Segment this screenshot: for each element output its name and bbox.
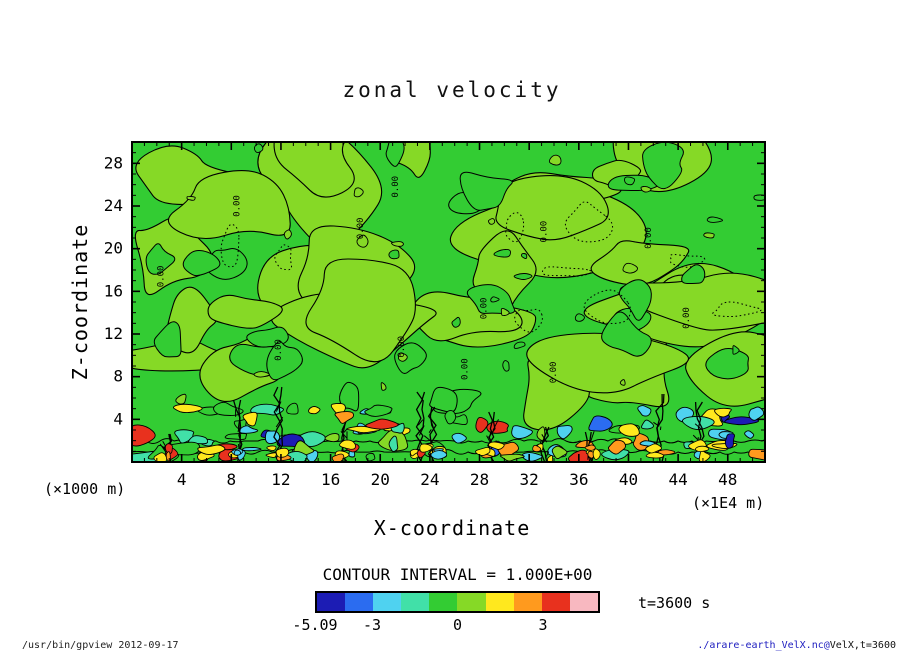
- contour-line-label: 0.00: [549, 362, 559, 384]
- contour-line-label: 0.00: [356, 218, 366, 240]
- colorbar-cell: [457, 593, 486, 611]
- y-axis-label: Z-coordinate: [68, 223, 92, 381]
- contour-line-label: 0.00: [391, 176, 401, 198]
- colorbar-tick-labels: -5.09 -3 0 3: [292, 616, 600, 634]
- x-tick-label: 24: [420, 470, 439, 489]
- contour-line-label: 0.00: [233, 195, 243, 217]
- colorbar-tick-label: -5.09: [292, 616, 338, 634]
- x-tick-label: 20: [371, 470, 390, 489]
- contour-line-label: 0.00: [644, 227, 654, 249]
- command-footer: /usr/bin/gpview 2012-09-17: [22, 640, 179, 651]
- colorbar-cell: [317, 593, 346, 611]
- datafile-path: ./arare-earth_VelX.nc@: [697, 640, 830, 651]
- x-tick-label: 40: [619, 470, 638, 489]
- colorbar-cell: [485, 593, 514, 611]
- contour-line-label: 0.00: [682, 307, 692, 329]
- y-tick-label: 20: [104, 239, 123, 258]
- contour-field: 0.00 0.00 0.00 0.00 0.00 0.00 0.00 0.00 0.00 0.00…: [132, 142, 765, 462]
- colorbar-cell: [429, 593, 458, 611]
- contour-interval-label: CONTOUR INTERVAL = 1.000E+00: [322, 565, 593, 584]
- x-tick-label: 12: [271, 470, 290, 489]
- x-axis-label: X-coordinate: [373, 516, 531, 540]
- colorbar-tick-label: -3: [362, 616, 382, 634]
- x-tick-label: 44: [668, 470, 687, 489]
- y-tick-label: 12: [104, 324, 123, 343]
- y-tick-label: 8: [113, 367, 123, 386]
- datafile-variable: VelX,t=3600: [829, 640, 896, 651]
- colorbar-cell: [569, 593, 598, 611]
- plot-title: zonal velocity: [342, 78, 562, 102]
- colorbar-cell: [513, 593, 542, 611]
- y-tick-label: 16: [104, 281, 123, 300]
- x-tick-label: 36: [569, 470, 588, 489]
- x-tick-label: 28: [470, 470, 489, 489]
- colorbar-cell: [345, 593, 374, 611]
- contour-line-label: 0.00: [460, 358, 470, 380]
- contour-line-label: 0.00: [274, 339, 284, 361]
- x-tick-label: 8: [226, 470, 236, 489]
- x-tick-label: 32: [520, 470, 539, 489]
- colorbar-cell: [401, 593, 430, 611]
- colorbar-cell: [373, 593, 402, 611]
- contour-line-label: 0.00: [479, 298, 489, 320]
- colorbar-tick-label: 0: [452, 616, 463, 634]
- x-tick-label: 48: [718, 470, 737, 489]
- x-tick-label: 4: [177, 470, 187, 489]
- contour-line-label: 0.00: [157, 266, 167, 288]
- time-annotation: t=3600 s: [638, 594, 711, 612]
- y-tick-label: 24: [104, 196, 123, 215]
- datafile-footer: ./arare-earth_VelX.nc@VelX,t=3600: [697, 640, 896, 651]
- y-tick-label: 4: [113, 409, 123, 428]
- contour-line-label: 0.00: [397, 336, 407, 358]
- contour-line-label: 0.00: [540, 221, 550, 243]
- y-tick-label: 28: [104, 153, 123, 172]
- colorbar: [315, 591, 600, 613]
- x-axis-unit-label: (×1E4 m): [692, 494, 765, 512]
- colorbar-tick-label: 3: [538, 616, 548, 634]
- y-axis-unit-label: (×1000 m): [44, 480, 126, 498]
- colorbar-cell: [541, 593, 570, 611]
- x-tick-label: 16: [321, 470, 340, 489]
